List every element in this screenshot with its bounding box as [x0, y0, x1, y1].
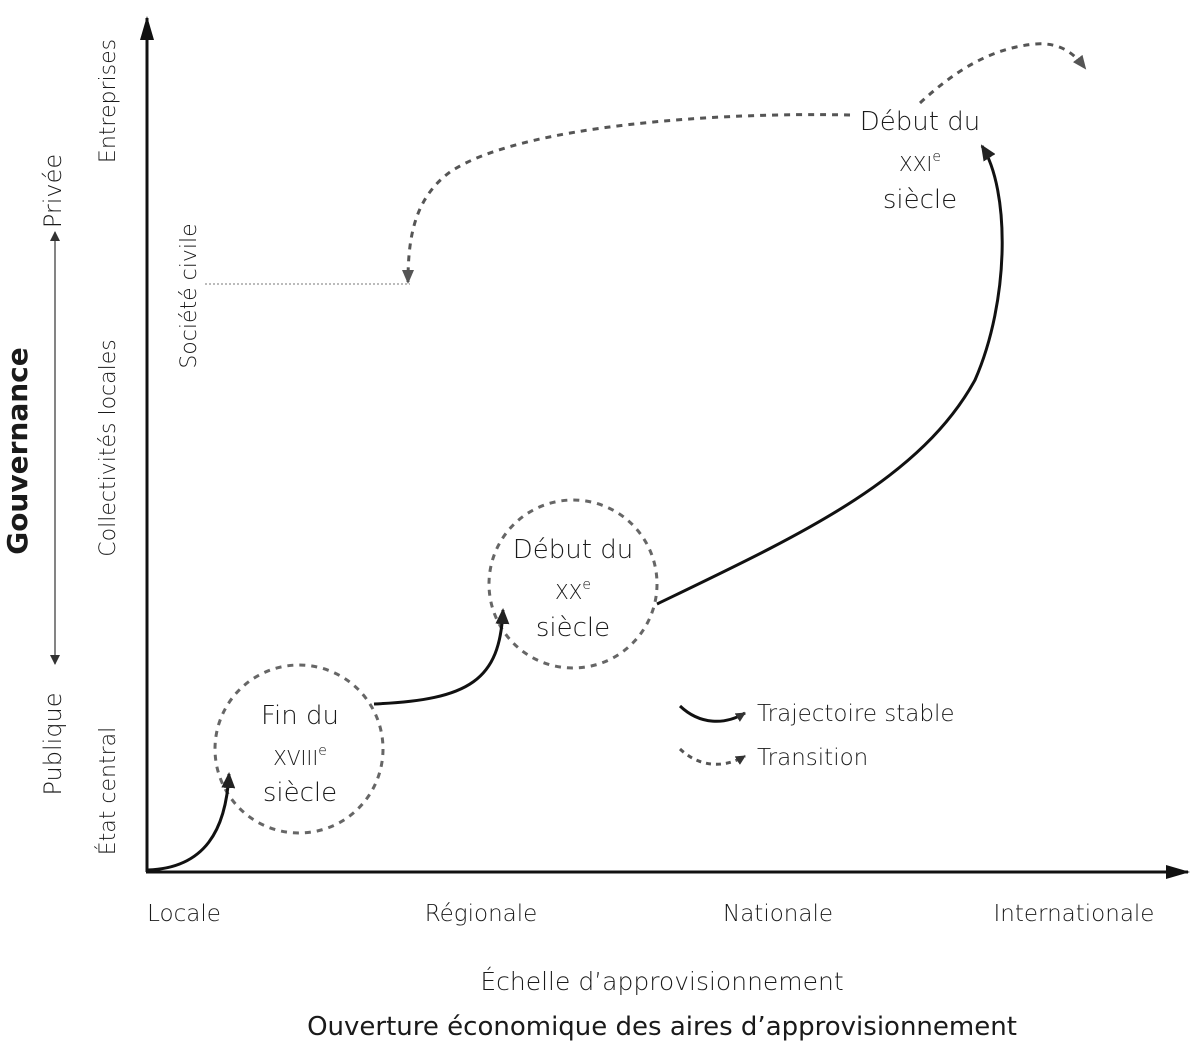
y-level-societe-civile: Société civile: [177, 223, 202, 368]
y-axis-title: Gouvernance: [1, 347, 34, 555]
legend-stable-symbol: [678, 704, 746, 723]
period-3-century-sup: e: [932, 149, 941, 165]
stable-trajectory-1: [147, 772, 236, 872]
x-level-internationale: Internationale: [994, 901, 1155, 927]
period-circle-xviii: [213, 663, 385, 835]
stable-trajectory-3: [656, 144, 1004, 606]
x-level-locale: Locale: [147, 901, 221, 927]
pole-privee-label: Privée: [39, 154, 67, 228]
x-level-regionale: Régionale: [425, 901, 538, 927]
period-1-century-sup: e: [318, 743, 327, 759]
legend-transition-label: Transition: [757, 745, 868, 771]
period-2-century-sup: e: [582, 577, 591, 593]
period-2-line1: Début du: [513, 535, 633, 565]
period-2-century-numeral: XX: [555, 580, 582, 604]
x-level-nationale: Nationale: [723, 901, 833, 927]
period-2-line3: siècle: [536, 613, 610, 643]
x-axis-subtitle: Échelle d’approvisionnement: [480, 967, 843, 996]
period-1-century-numeral: XVIII: [273, 746, 318, 770]
y-level-entreprises: Entreprises: [96, 39, 121, 163]
period-1-line3: siècle: [263, 778, 337, 808]
y-level-collectivites-locales: Collectivités locales: [96, 339, 121, 556]
period-3-line1: Début du: [860, 107, 980, 137]
period-3-century-numeral: XXI: [899, 152, 932, 176]
legend-stable-label: Trajectoire stable: [757, 701, 955, 727]
period-2-century: XXe: [555, 577, 591, 604]
x-axis-title: Ouverture économique des aires d’approvi…: [307, 1012, 1017, 1042]
stable-trajectory-2: [373, 608, 510, 706]
period-circle-xx: [487, 498, 659, 670]
transition-trajectory-to-entreprises: [918, 42, 1087, 105]
pole-publique-label: Publique: [39, 692, 67, 795]
legend-transition-symbol: [678, 747, 746, 766]
y-level-etat-central: État central: [95, 727, 121, 855]
transition-trajectory-to-societe-civile: [402, 113, 851, 284]
period-1-line1: Fin du: [261, 701, 339, 731]
period-3-line3: siècle: [883, 185, 957, 215]
period-3-century: XXIe: [899, 149, 941, 176]
period-1-century: XVIIIe: [273, 743, 327, 770]
